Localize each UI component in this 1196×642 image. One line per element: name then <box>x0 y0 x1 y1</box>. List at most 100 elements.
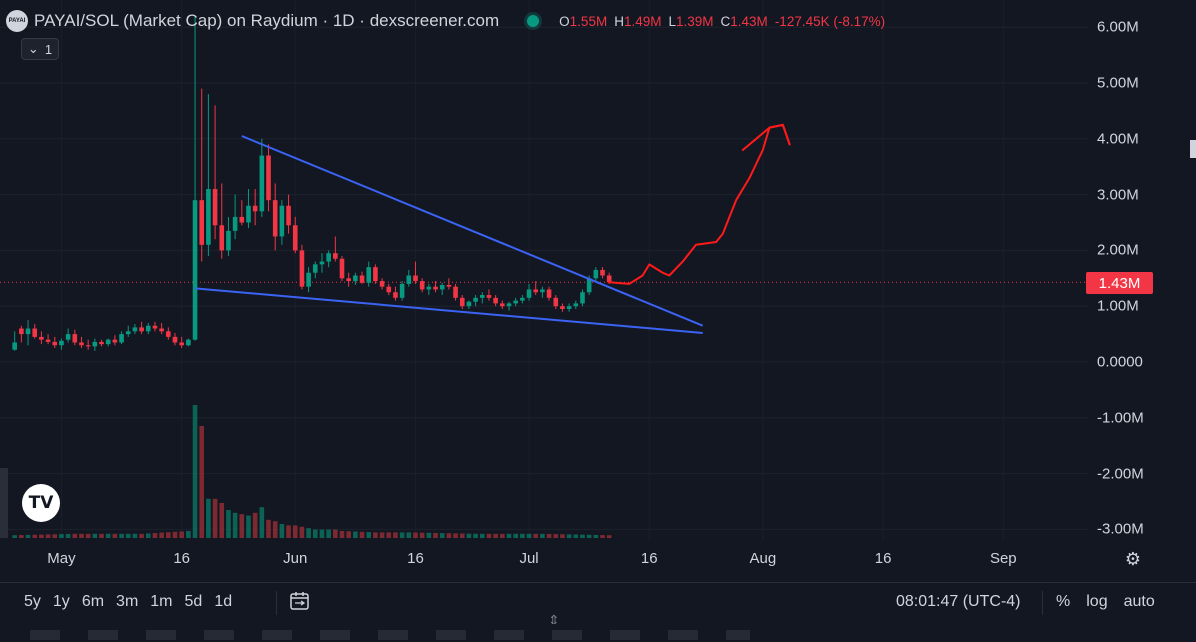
candle-body <box>119 334 124 343</box>
range-5y-button[interactable]: 5y <box>24 593 41 610</box>
chart-canvas[interactable] <box>0 0 1196 582</box>
volume-bar <box>25 534 31 538</box>
candle-body <box>353 275 358 282</box>
volume-bar <box>125 533 131 538</box>
y-tick-label: 2.00M <box>1097 241 1139 259</box>
candle-body <box>479 295 485 298</box>
volume-bar <box>379 532 385 538</box>
volume-bar <box>212 498 218 538</box>
candle-body <box>239 216 245 223</box>
candle-body <box>486 295 492 298</box>
candle-body <box>413 275 418 282</box>
scale-options: % log auto <box>1056 593 1155 611</box>
volume-bar <box>386 532 392 538</box>
candle-body <box>232 216 238 231</box>
candle-body <box>152 325 158 329</box>
trendline-drawing <box>194 287 703 334</box>
candle-body <box>72 334 78 343</box>
indicator-collapse-button[interactable]: ⌄ 1 <box>21 38 59 60</box>
ohlc-value: 1.55M <box>569 13 608 29</box>
candle-body <box>319 261 325 265</box>
candle-body <box>266 155 271 201</box>
volume-bar <box>426 532 432 538</box>
candle-body <box>246 205 251 223</box>
clock-readout[interactable]: 08:01:47 (UTC-4) <box>896 593 1021 610</box>
ohlc-readout: O1.55M H1.49M L1.39M C1.43M -127.45K (-8… <box>559 14 885 29</box>
x-tick-label: 16 <box>173 550 191 567</box>
log-scale-toggle[interactable]: log <box>1086 593 1108 610</box>
market-open-status-icon <box>527 15 540 27</box>
resize-handle-icon[interactable]: ⇕ <box>548 612 560 628</box>
candle-body <box>513 300 518 304</box>
token-logo-icon: PAYAI <box>6 10 28 32</box>
range-3m-button[interactable]: 3m <box>116 593 139 610</box>
volume-bar <box>19 535 24 538</box>
candle-body <box>366 267 372 283</box>
candle-body <box>19 328 24 335</box>
candle-body <box>526 289 532 298</box>
candle-body <box>453 286 458 298</box>
left-scroll-handle[interactable] <box>0 468 8 538</box>
ohlc-key: L <box>668 13 676 29</box>
candle-body <box>500 303 505 307</box>
volume-bar <box>199 426 205 538</box>
candle-body <box>252 205 258 212</box>
volume-bar <box>479 533 485 538</box>
y-tick-label: -2.00M <box>1097 465 1144 483</box>
y-tick-label: 4.00M <box>1097 130 1139 148</box>
candle-body <box>379 281 385 287</box>
volume-bar <box>453 533 458 538</box>
candle-body <box>419 281 425 290</box>
volume-bar <box>52 534 58 538</box>
candle-body <box>346 278 351 282</box>
volume-bar <box>206 498 211 538</box>
y-tick-label: 5.00M <box>1097 74 1139 92</box>
percent-scale-toggle[interactable]: % <box>1056 593 1071 610</box>
range-1m-button[interactable]: 1m <box>150 593 173 610</box>
volume-bar <box>580 534 585 538</box>
volume-bar <box>606 535 612 538</box>
range-5d-button[interactable]: 5d <box>184 593 203 610</box>
candle-body <box>493 297 498 304</box>
candle-body <box>406 275 412 284</box>
volume-bar <box>520 533 525 538</box>
tradingview-logo-icon[interactable]: TV <box>22 484 60 522</box>
candle-body <box>286 205 291 226</box>
volume-bar <box>419 532 425 538</box>
calendar-range-icon[interactable] <box>288 589 312 613</box>
volume-bar <box>286 525 291 538</box>
volume-bar <box>353 531 358 538</box>
range-1d-button[interactable]: 1d <box>214 593 233 610</box>
truncated-strip <box>0 624 1196 642</box>
volume-bar <box>99 533 104 538</box>
volume-bar <box>560 534 565 538</box>
volume-bar <box>413 532 418 538</box>
volume-bar <box>573 534 579 538</box>
volume-bar <box>266 519 271 538</box>
volume-bar <box>65 533 71 538</box>
volume-bar <box>473 533 478 538</box>
gear-icon[interactable]: ⚙ <box>1124 548 1142 569</box>
volume-bar <box>239 514 245 538</box>
y-tick-label: 3.00M <box>1097 186 1139 204</box>
volume-bar <box>526 533 532 538</box>
candle-body <box>45 339 51 342</box>
candle-body <box>179 342 184 346</box>
candle-body <box>112 339 118 343</box>
candle-body <box>466 301 472 307</box>
x-tick-label: Aug <box>749 550 777 567</box>
range-6m-button[interactable]: 6m <box>81 593 105 610</box>
last-price-tag: 1.43M <box>1086 272 1153 294</box>
volume-bar <box>166 532 171 538</box>
ohlc-key: O <box>559 13 570 29</box>
volume-bar <box>406 532 412 538</box>
volume-bar <box>439 533 445 538</box>
volume-bar <box>259 507 265 538</box>
x-tick-label: 16 <box>407 550 424 567</box>
candle-body <box>99 341 104 345</box>
range-1y-button[interactable]: 1y <box>52 593 70 610</box>
candle-body <box>506 303 512 307</box>
candle-body <box>226 230 231 251</box>
auto-scale-toggle[interactable]: auto <box>1123 593 1155 610</box>
volume-bar <box>79 533 84 538</box>
